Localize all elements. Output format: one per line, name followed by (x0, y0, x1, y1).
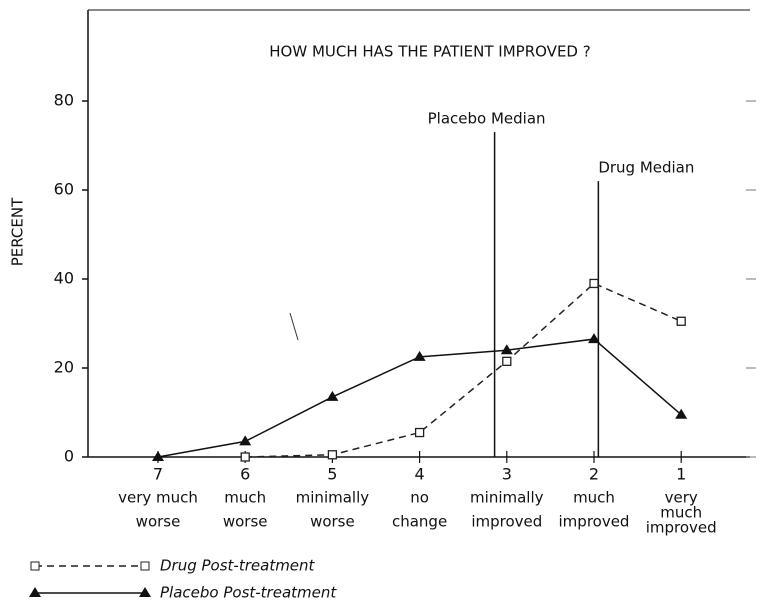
legend-marker (29, 587, 41, 597)
x-tick-label: 7 (153, 465, 163, 484)
category-label: minimally (296, 489, 370, 507)
data-point (588, 333, 600, 344)
data-point (240, 452, 250, 462)
category-label: minimally (470, 489, 544, 507)
y-axis-label: PERCENT (9, 197, 27, 266)
legend-marker (30, 561, 40, 571)
x-tick-label: 1 (676, 465, 686, 484)
category-label: much (224, 489, 266, 507)
category-label: very (665, 489, 698, 507)
y-tick-label: 20 (54, 358, 74, 377)
data-point (239, 435, 252, 446)
y-tick-label: 40 (54, 269, 74, 288)
category-label: much (660, 504, 702, 522)
chart-title: HOW MUCH HAS THE PATIENT IMPROVED ? (269, 43, 590, 61)
category-label: worse (136, 513, 181, 531)
legend-marker (139, 587, 151, 597)
median-label: Placebo Median (428, 110, 546, 128)
x-tick-label: 3 (502, 465, 512, 484)
category-label: much (573, 489, 615, 507)
category-label: change (392, 513, 447, 531)
category-label: worse (310, 513, 355, 531)
x-tick-label: 6 (240, 465, 250, 484)
data-point (326, 390, 339, 401)
legend-label: Placebo Post-treatment (160, 584, 337, 602)
data-point (502, 356, 512, 366)
category-label: very much (118, 489, 198, 507)
category-label: improved (646, 519, 717, 537)
y-tick-label: 80 (54, 91, 74, 110)
median-label: Drug Median (598, 159, 694, 177)
legend-label: Drug Post-treatment (160, 557, 316, 575)
category-label: no (410, 489, 429, 507)
data-point (589, 278, 599, 289)
x-tick-label: 2 (589, 465, 599, 484)
data-point (414, 427, 425, 438)
legend-marker (140, 561, 150, 571)
category-label: worse (223, 513, 268, 531)
x-tick-label: 4 (415, 465, 425, 484)
data-point (327, 450, 338, 460)
data-point (500, 344, 513, 355)
category-label: improved (559, 513, 630, 531)
scan-mark (289, 312, 299, 341)
data-point (152, 451, 164, 461)
series-line (245, 282, 682, 458)
data-point (675, 408, 688, 419)
data-point (413, 350, 426, 361)
data-point (676, 316, 686, 326)
y-tick-label: 60 (54, 180, 74, 199)
category-label: improved (471, 513, 542, 531)
y-tick-label: 0 (64, 447, 74, 466)
x-tick-label: 5 (327, 465, 337, 484)
